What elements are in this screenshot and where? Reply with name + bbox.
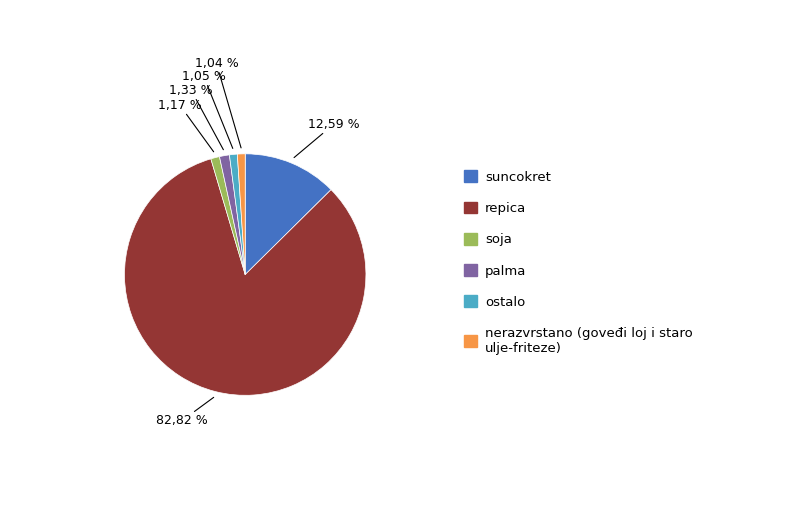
Wedge shape — [245, 154, 331, 275]
Legend: suncokret, repica, soja, palma, ostalo, nerazvrstano (goveđi loj i staro
ulje-fr: suncokret, repica, soja, palma, ostalo, … — [457, 164, 699, 361]
Text: 1,05 %: 1,05 % — [182, 70, 233, 149]
Wedge shape — [124, 159, 366, 395]
Text: 1,17 %: 1,17 % — [158, 99, 214, 152]
Wedge shape — [237, 154, 245, 275]
Wedge shape — [219, 155, 245, 275]
Text: 1,04 %: 1,04 % — [195, 57, 241, 148]
Wedge shape — [211, 156, 245, 275]
Text: 12,59 %: 12,59 % — [294, 118, 360, 158]
Wedge shape — [229, 154, 245, 275]
Text: 82,82 %: 82,82 % — [156, 397, 214, 427]
Text: 1,33 %: 1,33 % — [169, 83, 223, 150]
